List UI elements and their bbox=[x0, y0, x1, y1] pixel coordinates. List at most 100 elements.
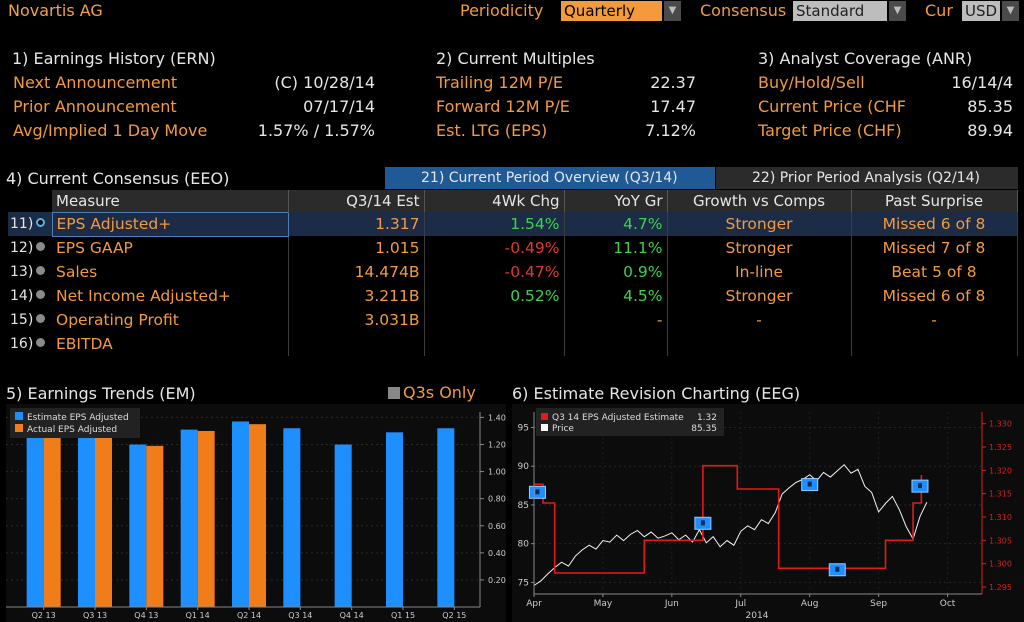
bar-estimate bbox=[26, 429, 44, 607]
right-y-tick-label: 1.320 bbox=[989, 466, 1012, 475]
yoy-cell bbox=[564, 332, 668, 356]
bar-actual bbox=[43, 430, 61, 607]
table-row[interactable]: 15) Operating Profit 3.031B - - - bbox=[8, 308, 1018, 332]
legend-label-estimate: Q3 14 EPS Adjusted Estimate bbox=[552, 413, 684, 423]
consensus-dropdown-icon[interactable]: ▼ bbox=[889, 1, 906, 21]
bar-estimate bbox=[386, 432, 403, 607]
measure-cell[interactable]: Operating Profit bbox=[52, 308, 289, 332]
ern-label-1: Prior Announcement bbox=[13, 97, 177, 116]
surprise-cell: Missed 6 of 8 bbox=[851, 284, 1018, 308]
row-number: 14) bbox=[10, 288, 34, 304]
radio-icon[interactable] bbox=[36, 266, 46, 275]
col-header-est[interactable]: Q3/14 Est bbox=[288, 190, 425, 212]
current-multiples-title[interactable]: 2) Current Multiples bbox=[436, 49, 595, 68]
table-row[interactable]: 12) EPS GAAP 1.015 -0.49% 11.1% Stronger… bbox=[8, 236, 1018, 260]
mult-value-0: 22.37 bbox=[650, 73, 696, 92]
yoy-cell: - bbox=[564, 308, 668, 332]
consensus-select[interactable]: Standard bbox=[793, 1, 887, 21]
ern-value-0: (C) 10/28/14 bbox=[274, 73, 375, 92]
currency-select[interactable]: USD bbox=[962, 1, 1000, 21]
legend-label-actual: Actual EPS Adjusted bbox=[27, 425, 117, 435]
bar-actual bbox=[146, 445, 164, 607]
col-header-measure[interactable]: Measure bbox=[52, 190, 289, 212]
chg-cell bbox=[424, 308, 565, 332]
bar-estimate bbox=[129, 444, 147, 607]
analyst-coverage-title[interactable]: 3) Analyst Coverage (ANR) bbox=[758, 49, 973, 68]
left-y-tick-label: 85 bbox=[518, 501, 529, 511]
mult-label-0: Trailing 12M P/E bbox=[436, 73, 563, 92]
currency-dropdown-icon[interactable]: ▼ bbox=[1002, 1, 1019, 21]
revision-chart: 75 80 85 90 95 1.295 1.300 1.305 1.310 1.315 1.32… bbox=[512, 404, 1024, 622]
growth-cell: Stronger bbox=[667, 212, 852, 236]
legend-label-estimate: Estimate EPS Adjusted bbox=[27, 413, 129, 423]
table-row[interactable]: 16) EBITDA bbox=[8, 332, 1018, 356]
radio-icon[interactable] bbox=[36, 290, 46, 299]
mult-label-2: Est. LTG (EPS) bbox=[436, 121, 548, 140]
radio-icon[interactable] bbox=[36, 338, 46, 347]
table-row[interactable]: 11) EPS Adjusted+ 1.317 1.54% 4.7% Stron… bbox=[8, 211, 1018, 237]
legend-label-price: Price bbox=[552, 424, 574, 434]
chg-cell: 0.52% bbox=[424, 284, 565, 308]
tab-current-period[interactable]: 21) Current Period Overview (Q3/14) bbox=[385, 167, 715, 189]
legend-value-price: 85.35 bbox=[691, 424, 717, 434]
security-title: Novartis AG bbox=[8, 1, 103, 20]
col-header-surprise[interactable]: Past Surprise bbox=[851, 190, 1018, 212]
x-tick-label: Apr bbox=[526, 599, 542, 609]
x-axis-year-label: 2014 bbox=[746, 611, 769, 621]
surprise-cell bbox=[851, 332, 1018, 356]
measure-cell[interactable]: EPS GAAP bbox=[52, 236, 289, 260]
radio-icon[interactable] bbox=[36, 242, 46, 251]
ern-value-2: 1.57% / 1.57% bbox=[257, 121, 375, 140]
table-row[interactable]: 13) Sales 14.474B -0.47% 0.9% In-line Be… bbox=[8, 260, 1018, 284]
mult-label-1: Forward 12M P/E bbox=[436, 97, 570, 116]
left-y-tick-label: 95 bbox=[518, 423, 529, 433]
bar-actual bbox=[197, 430, 215, 607]
bar-estimate bbox=[180, 429, 198, 607]
est-cell: 3.211B bbox=[288, 284, 425, 308]
line-group bbox=[533, 463, 928, 586]
surprise-cell: Missed 6 of 8 bbox=[851, 212, 1018, 236]
growth-cell: - bbox=[667, 308, 852, 332]
y-tick-label: 0.20 bbox=[488, 576, 506, 585]
bar-estimate bbox=[78, 430, 95, 607]
row-number: 11) bbox=[10, 216, 34, 232]
x-tick-label: Aug bbox=[801, 599, 819, 609]
growth-cell: In-line bbox=[667, 260, 852, 284]
measure-cell[interactable]: EBITDA bbox=[52, 332, 289, 356]
est-cell bbox=[288, 332, 425, 356]
ern-label-0: Next Announcement bbox=[13, 73, 178, 92]
earnings-trends-title[interactable]: 5) Earnings Trends (EM) bbox=[6, 384, 196, 403]
event-flag-icon bbox=[801, 478, 819, 492]
periodicity-select[interactable]: Quarterly bbox=[561, 1, 662, 21]
growth-cell: Stronger bbox=[667, 236, 852, 260]
consensus-label: Consensus bbox=[700, 1, 787, 20]
q3-only-toggle[interactable]: Q3s Only bbox=[388, 383, 476, 402]
radio-icon[interactable] bbox=[36, 314, 46, 323]
legend-box bbox=[10, 408, 140, 438]
mult-value-1: 17.47 bbox=[650, 97, 696, 116]
col-header-yoy[interactable]: YoY Gr bbox=[564, 190, 668, 212]
chg-cell: 1.54% bbox=[424, 212, 565, 236]
measure-cell[interactable]: Net Income Adjusted+ bbox=[52, 284, 289, 308]
radio-selected-icon[interactable] bbox=[36, 218, 46, 227]
anr-label-2: Target Price (CHF) bbox=[758, 121, 902, 140]
measure-cell[interactable]: EPS Adjusted+ bbox=[51, 211, 289, 237]
col-header-growth[interactable]: Growth vs Comps bbox=[667, 190, 852, 212]
legend-swatch-estimate bbox=[15, 412, 23, 420]
col-header-chg[interactable]: 4Wk Chg bbox=[424, 190, 565, 212]
tab-prior-period[interactable]: 22) Prior Period Analysis (Q2/14) bbox=[716, 167, 1018, 189]
measure-cell[interactable]: Sales bbox=[52, 260, 289, 284]
price-line bbox=[533, 463, 928, 586]
revision-title[interactable]: 6) Estimate Revision Charting (EEG) bbox=[512, 384, 801, 403]
periodicity-dropdown-icon[interactable]: ▼ bbox=[664, 1, 681, 21]
consensus-title[interactable]: 4) Current Consensus (EEO) bbox=[6, 169, 230, 188]
est-cell: 3.031B bbox=[288, 308, 425, 332]
table-row[interactable]: 14) Net Income Adjusted+ 3.211B 0.52% 4.… bbox=[8, 284, 1018, 308]
earnings-history-title[interactable]: 1) Earnings History (ERN) bbox=[12, 49, 216, 68]
right-y-tick-label: 1.315 bbox=[989, 490, 1012, 499]
checkbox-icon[interactable] bbox=[388, 387, 400, 399]
x-tick-label: Q2 14 bbox=[237, 611, 261, 620]
y-tick-label: 1.00 bbox=[488, 468, 506, 477]
table-header-row: Measure Q3/14 Est 4Wk Chg YoY Gr Growth … bbox=[8, 190, 1018, 212]
y-tick-label: 0.60 bbox=[488, 522, 506, 531]
